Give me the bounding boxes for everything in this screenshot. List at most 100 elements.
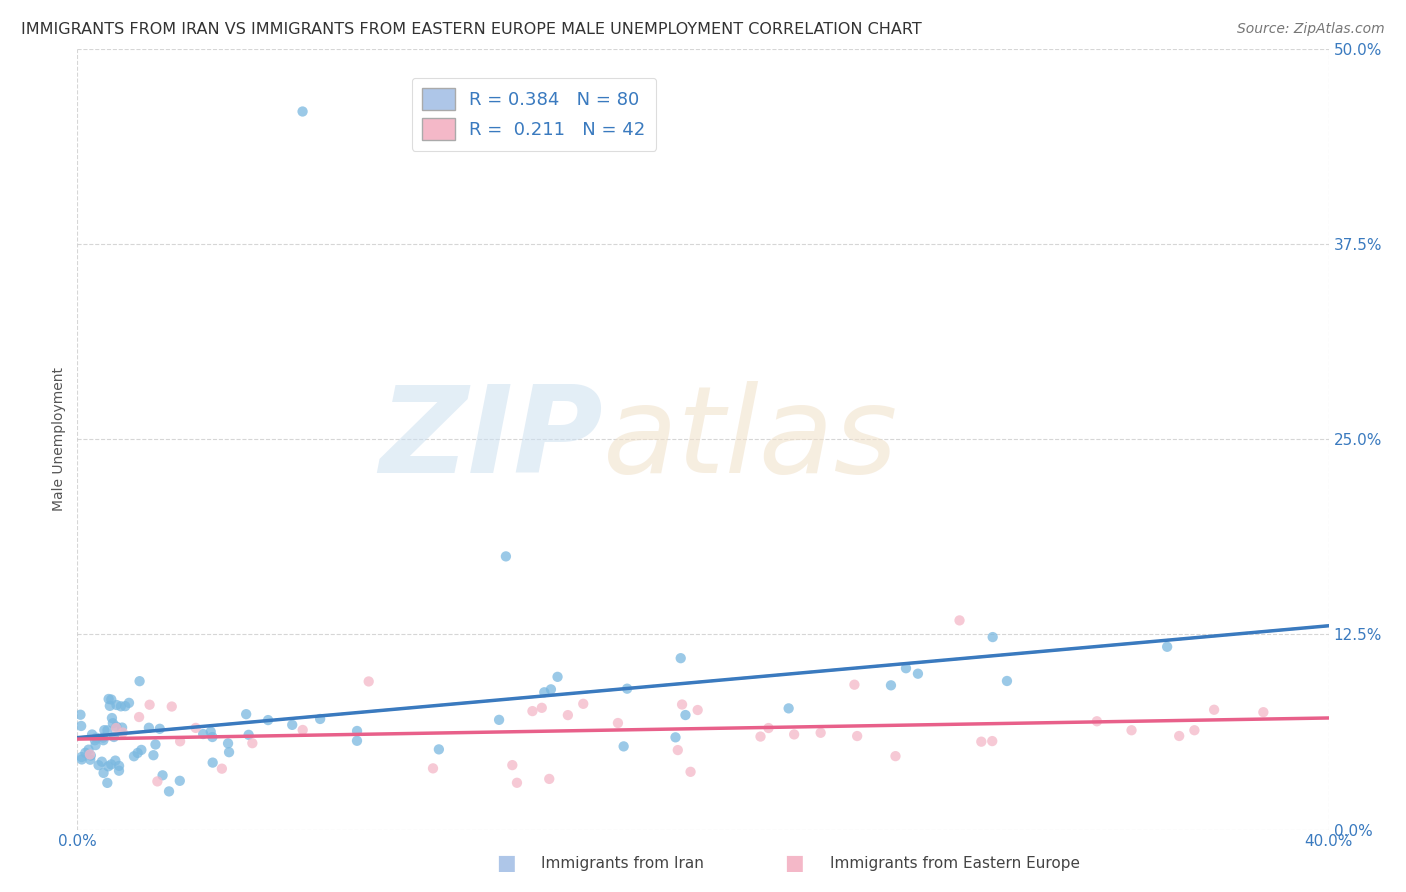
Point [1184,723,1206,738]
Point [240,736,263,750]
Point [105,720,128,734]
Point [749,730,772,744]
Point [846,729,869,743]
Point [669,651,692,665]
Point [103,730,125,744]
Point [201,730,224,744]
Point [257,713,280,727]
Point [783,727,806,741]
Point [70,752,93,766]
Point [127,746,149,760]
Point [91,731,114,745]
Point [666,743,689,757]
Point [70,750,93,764]
Point [506,776,529,790]
Point [1168,729,1191,743]
Text: ZIP: ZIP [380,381,603,498]
Point [152,768,174,782]
Point [981,630,1004,644]
Point [75,746,97,760]
Point [671,698,693,712]
Point [238,728,260,742]
Text: ■: ■ [785,854,804,873]
Point [281,718,304,732]
Point [111,721,134,735]
Point [501,758,523,772]
Point [79,753,101,767]
Text: Immigrants from Eastern Europe: Immigrants from Eastern Europe [830,856,1080,871]
Point [101,716,124,731]
Point [90,755,112,769]
Point [69,707,91,722]
Point [200,724,222,739]
Point [79,747,101,762]
Point [114,699,136,714]
Y-axis label: Male Unemployment: Male Unemployment [52,368,66,511]
Point [1156,640,1178,654]
Point [96,723,118,738]
Point [80,727,103,741]
Point [101,711,124,725]
Point [118,696,141,710]
Point [758,721,780,735]
Point [77,742,100,756]
Point [309,712,332,726]
Point [894,661,917,675]
Text: atlas: atlas [603,381,898,498]
Point [533,685,555,699]
Point [108,759,131,773]
Point [357,674,380,689]
Text: ■: ■ [496,854,516,873]
Point [169,734,191,748]
Point [884,749,907,764]
Point [184,721,207,735]
Point [108,764,131,778]
Point [96,776,118,790]
Point [970,734,993,748]
Point [98,698,121,713]
Point [110,699,132,714]
Point [675,708,697,723]
Point [217,736,239,750]
Point [84,738,107,752]
Point [138,721,160,735]
Point [93,733,115,747]
Point [522,704,544,718]
Point [86,731,108,745]
Point [1253,705,1275,719]
Point [572,697,595,711]
Point [346,733,368,747]
Point [84,733,107,747]
Point [880,678,903,692]
Point [169,773,191,788]
Point [122,749,145,764]
Point [145,738,167,752]
Point [488,713,510,727]
Point [218,745,240,759]
Point [201,756,224,770]
Point [495,549,517,564]
Point [193,727,215,741]
Point [211,762,233,776]
Text: IMMIGRANTS FROM IRAN VS IMMIGRANTS FROM EASTERN EUROPE MALE UNEMPLOYMENT CORRELA: IMMIGRANTS FROM IRAN VS IMMIGRANTS FROM … [21,22,922,37]
Point [948,614,970,628]
Point [1204,703,1226,717]
Point [160,699,183,714]
Point [97,692,120,706]
Point [540,682,562,697]
Point [810,726,832,740]
Point [93,766,115,780]
Point [93,723,115,738]
Point [87,758,110,772]
Point [111,725,134,739]
Point [291,104,314,119]
Point [422,761,444,775]
Point [613,739,636,754]
Point [70,719,93,733]
Point [346,723,368,738]
Point [291,723,314,737]
Point [100,692,122,706]
Point [686,703,709,717]
Point [138,698,160,712]
Point [100,757,122,772]
